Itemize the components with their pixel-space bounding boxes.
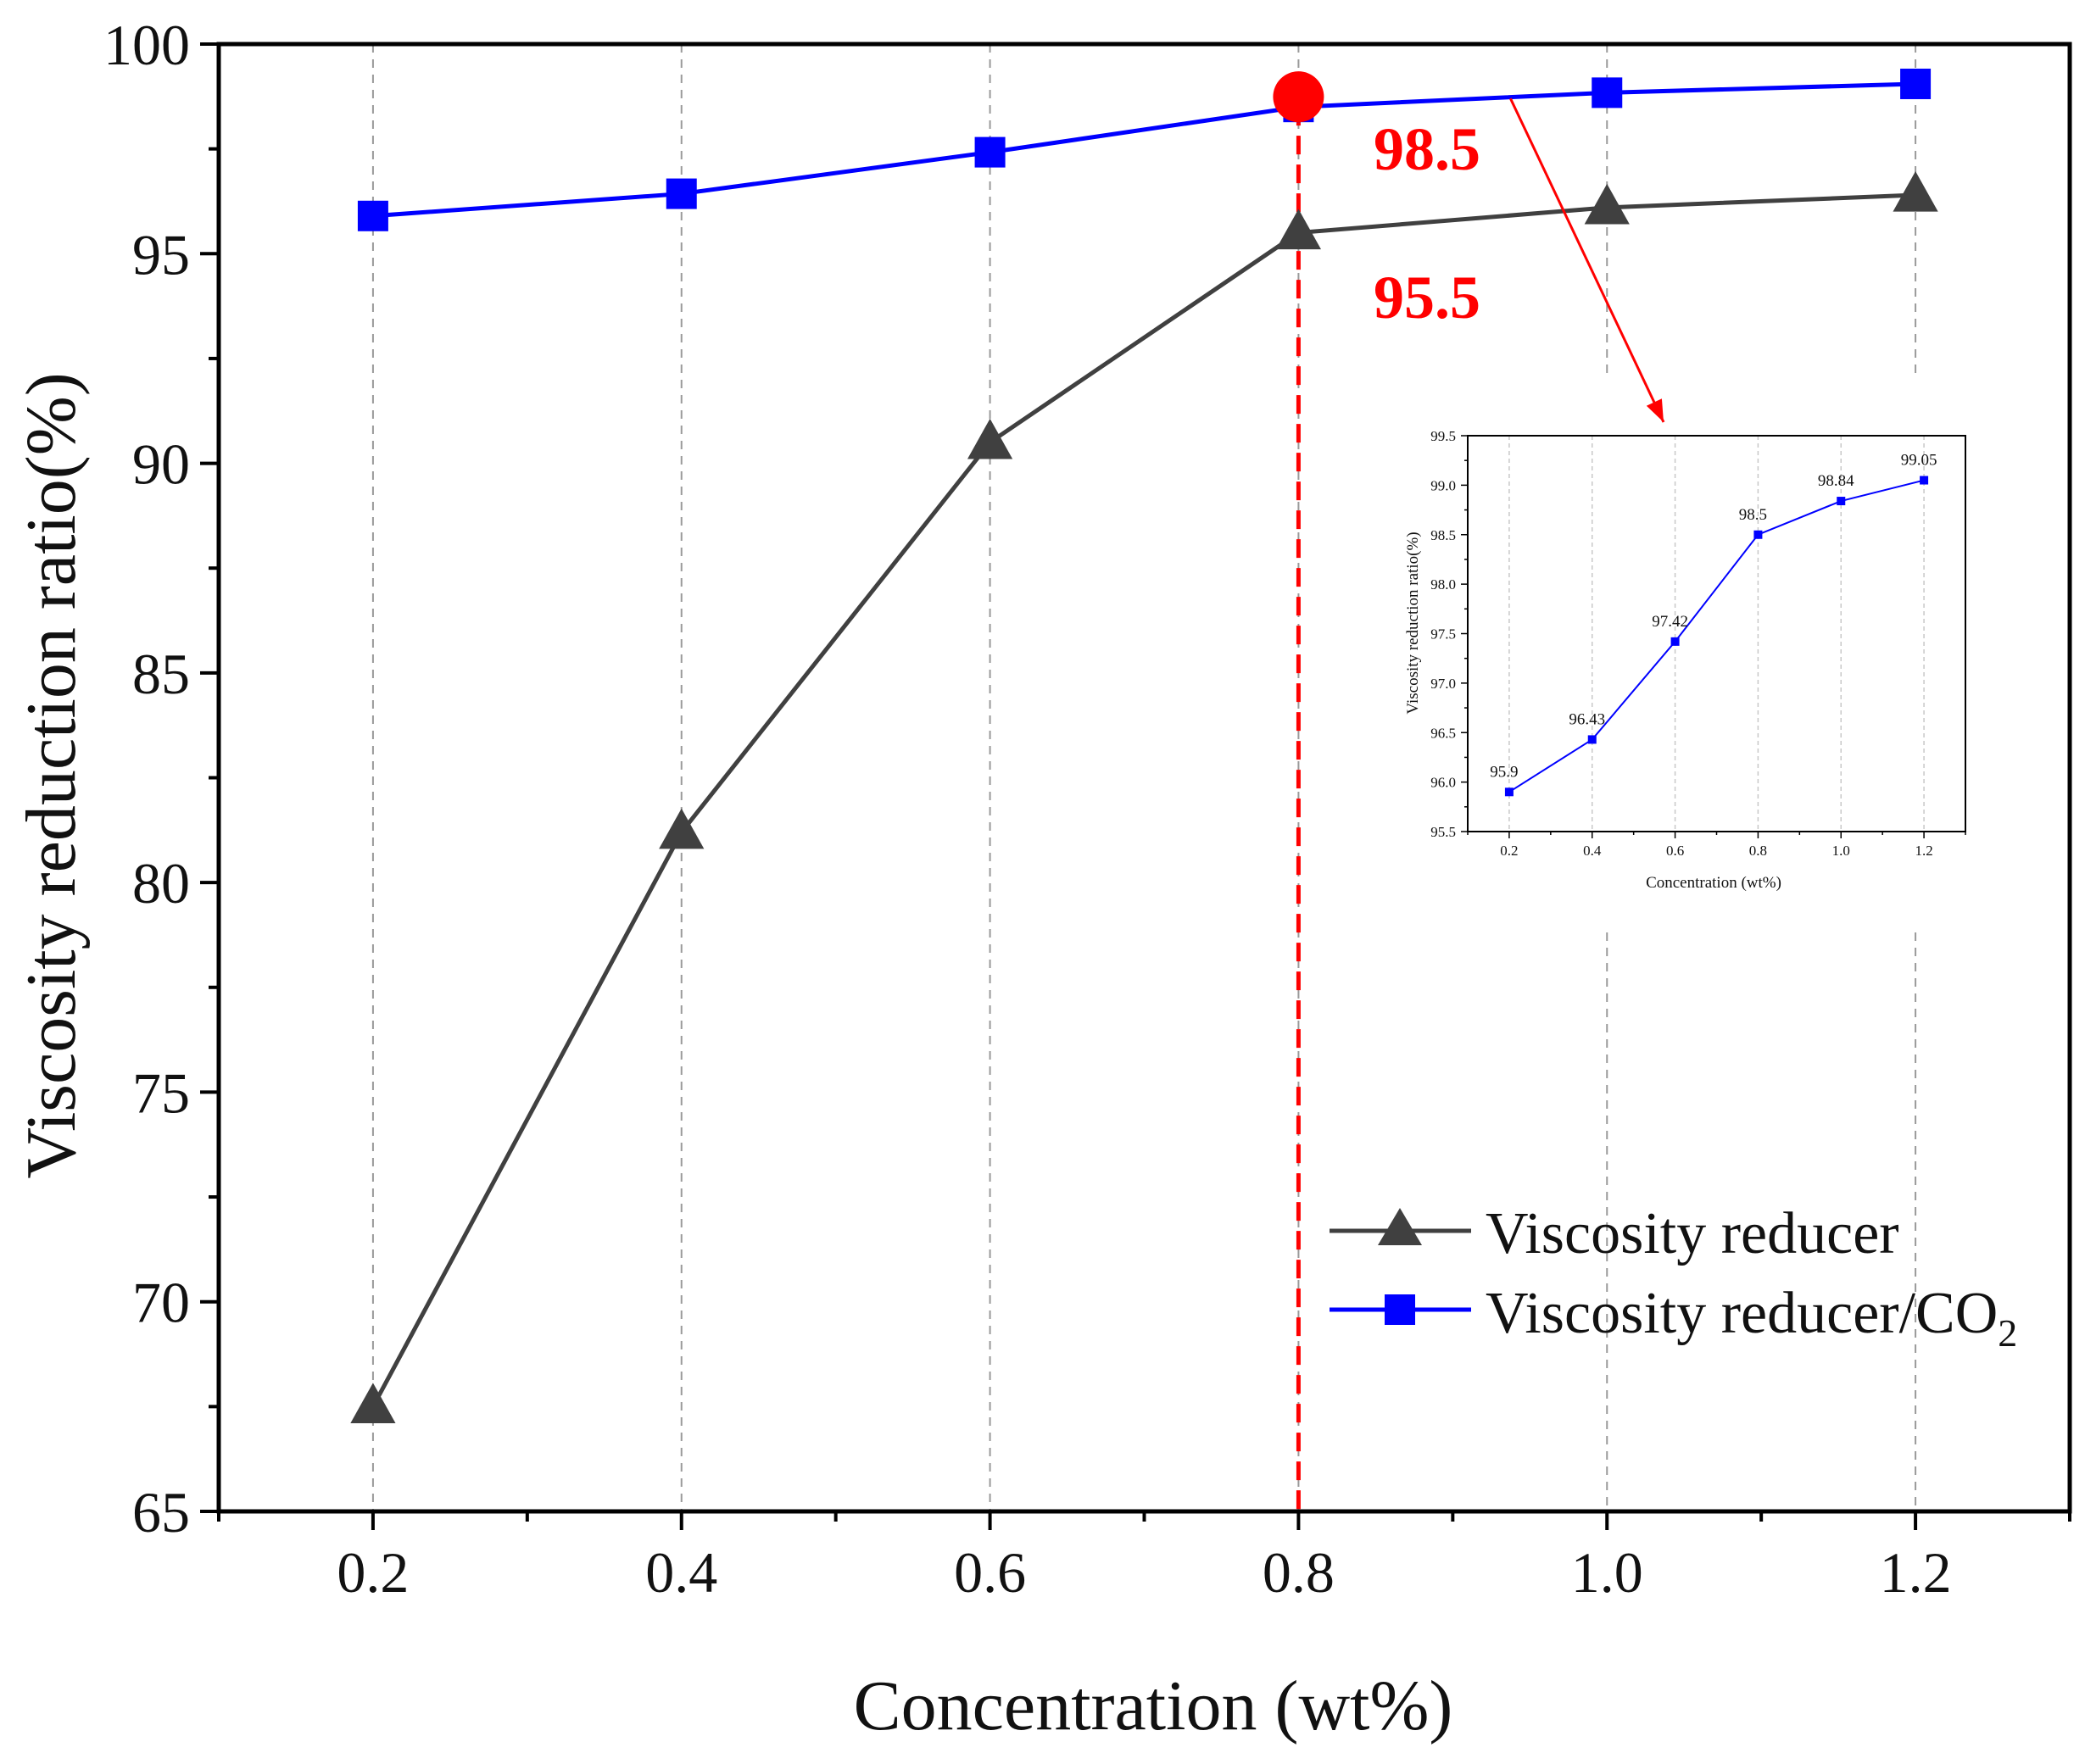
inset-data-label: 97.42 <box>1652 613 1688 631</box>
data-point-square <box>1592 77 1623 109</box>
main-axes <box>200 42 2072 1530</box>
inset-y-tick-labels: 95.5 96.0 96.5 97.0 97.5 98.0 98.5 99.0 … <box>1430 428 1456 840</box>
main-x-tick-labels: 0.2 0.4 0.6 0.8 1.0 1.2 <box>337 1540 1951 1605</box>
inset-data-label: 95.9 <box>1490 763 1518 781</box>
series-line-viscosity-reducer-co2 <box>372 81 1916 219</box>
inset-x-axis-title: Concentration (wt%) <box>1646 874 1781 892</box>
highlight-point <box>1273 71 1324 123</box>
inset-data-point <box>1920 476 1929 485</box>
legend-label-viscosity-reducer: Viscosity reducer <box>1486 1201 1899 1266</box>
y-tick-label: 95 <box>132 222 190 287</box>
inset-y-tick-label: 97.0 <box>1430 676 1456 692</box>
x-tick-label: 1.2 <box>1880 1540 1952 1605</box>
legend-marker-triangle <box>1378 1208 1422 1245</box>
inset-y-tick-label: 97.5 <box>1430 626 1456 643</box>
inset-data-point <box>1587 735 1597 744</box>
y-tick-label: 75 <box>132 1060 190 1125</box>
inset-data-label: 98.5 <box>1739 506 1767 524</box>
y-tick-label: 70 <box>132 1271 190 1335</box>
main-y-tick-labels: 65 70 75 80 85 90 95 100 <box>103 13 190 1544</box>
data-point-triangle <box>967 418 1013 459</box>
x-tick-label: 0.4 <box>645 1540 717 1605</box>
inset-panel <box>1408 419 1991 899</box>
data-point-triangle <box>1275 209 1322 250</box>
data-point-triangle <box>1584 183 1630 225</box>
y-tick-label: 100 <box>103 13 190 77</box>
y-tick-label: 90 <box>132 432 190 497</box>
inset-arrow <box>1509 97 1665 423</box>
data-point-triangle <box>350 1383 396 1423</box>
legend-label-co2-main: Viscosity reducer/CO <box>1486 1281 1998 1346</box>
annotation-95-5: 95.5 <box>1374 264 1480 331</box>
inset-data-point <box>1837 497 1846 506</box>
series-line-viscosity-reducer <box>371 192 1916 1408</box>
legend-label-viscosity-reducer-co2: Viscosity reducer/CO2 <box>1486 1281 2017 1355</box>
inset-data-label: 99.05 <box>1901 452 1937 470</box>
inset-series-line <box>1508 479 1925 793</box>
x-tick-label: 1.0 <box>1571 1540 1643 1605</box>
inset-data-label: 96.43 <box>1569 710 1605 728</box>
main-series-layer <box>350 68 1938 1423</box>
inset-y-tick-label: 98.5 <box>1430 527 1456 543</box>
data-point-square <box>974 136 1006 168</box>
inset-x-tick-label: 0.6 <box>1666 843 1684 859</box>
annotation-98-5: 98.5 <box>1374 115 1480 183</box>
data-point-triangle <box>1893 171 1938 212</box>
y-axis-title: Viscosity reduction ratio(%) <box>12 372 91 1178</box>
arrow-shaft <box>1509 97 1665 423</box>
main-highlight-layer <box>1273 71 1324 123</box>
x-tick-label: 0.6 <box>954 1540 1026 1605</box>
inset-y-tick-label: 98.0 <box>1430 576 1456 593</box>
inset-y-tick-label: 99.0 <box>1430 477 1456 493</box>
inset-x-tick-label: 0.2 <box>1500 843 1518 859</box>
inset-background <box>1408 419 1991 899</box>
legend: Viscosity reducer Viscosity reducer/CO2 <box>1330 1201 2017 1355</box>
data-point-square <box>357 200 388 231</box>
data-point-triangle <box>659 808 705 849</box>
x-tick-label: 0.2 <box>337 1540 409 1605</box>
legend-label-co2-subscript: 2 <box>1998 1311 2017 1355</box>
data-point-square <box>666 178 697 209</box>
arrow-head <box>1646 398 1664 422</box>
inset-data-point <box>1753 530 1763 539</box>
y-tick-label: 85 <box>132 642 190 706</box>
inset-y-tick-label: 96.5 <box>1430 725 1456 741</box>
inset-x-tick-label: 0.4 <box>1583 843 1602 859</box>
inset-data-label: 98.84 <box>1818 472 1854 490</box>
inset-y-axis-title: Viscosity reduction ratio(%) <box>1404 531 1422 714</box>
x-tick-label: 0.8 <box>1263 1540 1335 1605</box>
inset-data-point <box>1504 787 1514 797</box>
data-point-square <box>1900 68 1932 99</box>
inset-y-tick-label: 95.5 <box>1430 824 1456 840</box>
x-axis-title: Concentration (wt%) <box>854 1667 1453 1745</box>
inset-data-point <box>1670 637 1680 646</box>
y-tick-label: 80 <box>132 851 190 915</box>
inset-y-tick-label: 96.0 <box>1430 775 1456 791</box>
inset-y-tick-label: 99.5 <box>1430 428 1456 444</box>
inset-x-tick-label: 1.2 <box>1915 843 1932 859</box>
legend-marker-square <box>1385 1294 1415 1325</box>
inset-x-tick-label: 1.0 <box>1832 843 1850 859</box>
inset-data-labels: 95.9 96.43 97.42 98.5 98.84 99.05 <box>1490 452 1937 782</box>
inset-x-tick-labels: 0.2 0.4 0.6 0.8 1.0 1.2 <box>1500 843 1932 859</box>
inset-x-tick-label: 0.8 <box>1749 843 1767 859</box>
y-tick-label: 65 <box>132 1480 190 1544</box>
